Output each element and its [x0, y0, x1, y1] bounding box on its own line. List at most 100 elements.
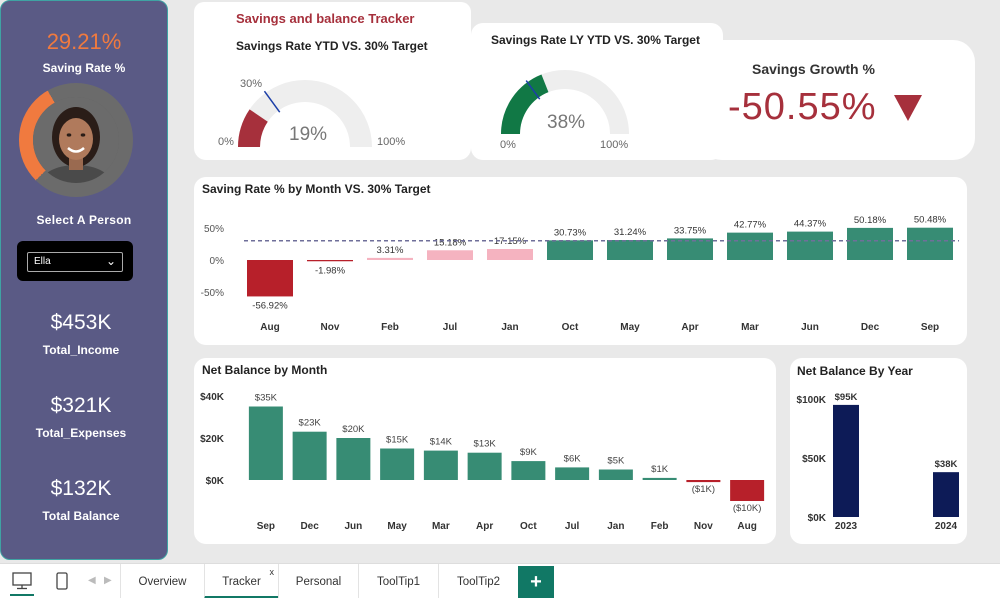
tab-tracker[interactable]: Tracker x	[204, 564, 278, 598]
bar-data-label: 33.75%	[674, 225, 707, 236]
x-tick-label: Jul	[565, 521, 580, 532]
bar-data-label: -1.98%	[315, 265, 346, 276]
net-balance-month-card	[194, 358, 776, 544]
net-balance-bar	[511, 461, 546, 480]
x-tick-label: 2024	[935, 521, 958, 532]
bar-data-label: $23K	[299, 418, 322, 429]
bar-data-label: 15.18%	[434, 237, 467, 248]
bar-data-label: 30.73%	[554, 227, 587, 238]
gauge-ytd	[238, 80, 372, 147]
tab-tooltip2-label: ToolTip2	[456, 576, 501, 588]
y-tick-label: $40K	[200, 392, 225, 403]
gauge-ytd-target-marker	[263, 90, 281, 113]
net-balance-bar	[248, 406, 283, 480]
page-title: Savings and balance Tracker	[236, 11, 415, 26]
bar-data-label: $13K	[474, 439, 497, 450]
person-dropdown[interactable]: Ella ⌄	[27, 252, 123, 272]
prev-page-icon[interactable]: ◀	[88, 575, 96, 586]
sidebar-panel: 29.21% Saving Rate % Select A Person Ell…	[0, 0, 168, 560]
down-triangle-icon	[894, 95, 922, 121]
gauge-ly-max-label: 100%	[600, 139, 629, 151]
bar-data-label: 44.37%	[794, 219, 827, 230]
y-tick-label: $0K	[206, 476, 225, 487]
bar-data-label: 42.77%	[734, 220, 767, 231]
x-tick-label: May	[620, 322, 640, 333]
year-balance-bar	[833, 404, 859, 517]
chevron-down-icon: ⌄	[105, 254, 116, 268]
bar-data-label: 3.31%	[377, 245, 404, 256]
tab-tooltip2[interactable]: ToolTip2	[438, 564, 518, 598]
x-tick-label: Apr	[476, 521, 493, 532]
saving-rate-bar	[307, 260, 353, 262]
saving-rate-bar	[667, 238, 713, 260]
total-balance-label: Total Balance	[42, 509, 120, 523]
close-tab-icon[interactable]: x	[269, 567, 275, 577]
net-balance-bar	[467, 452, 502, 480]
y-tick-label: 50%	[204, 224, 224, 235]
bar-data-label: $15K	[386, 435, 409, 446]
saving-rate-bar	[427, 250, 473, 260]
select-person-label: Select A Person	[36, 213, 132, 227]
x-tick-label: Aug	[737, 521, 756, 532]
y-tick-label: -50%	[201, 288, 224, 299]
saving-rate-bar	[547, 240, 593, 260]
y-tick-label: 0%	[210, 256, 225, 267]
tab-overview-label: Overview	[138, 576, 187, 588]
x-tick-label: Sep	[257, 521, 275, 532]
desktop-view-icon[interactable]	[12, 572, 32, 590]
bar-data-label: $1K	[651, 464, 669, 475]
x-tick-label: Jul	[443, 322, 458, 333]
y-tick-label: $100K	[797, 395, 827, 406]
growth-title: Savings Growth %	[752, 61, 875, 77]
saving-rate-bar	[907, 227, 953, 260]
saving-rate-bar	[247, 260, 293, 297]
gauge-ly-value: 38%	[547, 112, 586, 133]
net-balance-bar	[292, 431, 327, 480]
person-slicer: Ella ⌄	[17, 241, 133, 281]
bar-data-label: $95K	[835, 392, 858, 403]
x-tick-label: Aug	[260, 322, 279, 333]
net-balance-month-chart: $40K $20K $0K $35K Sep $23K Dec $20K Jun $15K May $…	[200, 392, 765, 532]
bar-data-label: $20K	[342, 424, 365, 435]
x-tick-label: Jan	[501, 322, 518, 333]
net-balance-year-title: Net Balance By Year	[797, 364, 913, 378]
gauge-ly-title: Savings Rate LY YTD VS. 30% Target	[491, 33, 700, 47]
tab-tooltip1[interactable]: ToolTip1	[358, 564, 438, 598]
bar-data-label: 50.48%	[914, 215, 947, 226]
x-tick-label: Oct	[562, 322, 579, 333]
x-tick-label: Mar	[741, 322, 759, 333]
x-tick-label: Oct	[520, 521, 537, 532]
net-balance-bar	[730, 480, 765, 501]
y-tick-label: $50K	[802, 454, 827, 465]
next-page-icon[interactable]: ▶	[104, 575, 112, 586]
net-balance-bar	[423, 450, 458, 480]
gauge-ytd-title: Savings Rate YTD VS. 30% Target	[236, 39, 428, 53]
total-income-value: $453K	[50, 311, 112, 334]
saving-rate-label: Saving Rate %	[42, 61, 126, 75]
bar-data-label: -56.92%	[252, 300, 288, 311]
net-balance-bar	[380, 448, 415, 480]
gauge-ly-fill	[501, 74, 549, 134]
net-balance-bar	[598, 469, 633, 480]
bar-data-label: 50.18%	[854, 215, 887, 226]
net-balance-bar	[336, 438, 371, 480]
saving-rate-bar	[367, 257, 413, 260]
saving-rate-value: 29.21%	[46, 29, 122, 54]
year-balance-bar	[933, 472, 959, 517]
title-tab	[194, 2, 471, 42]
bar-data-label: $35K	[255, 393, 278, 404]
tab-tracker-label: Tracker	[222, 576, 261, 588]
tab-personal[interactable]: Personal	[278, 564, 358, 598]
bar-data-label: $14K	[430, 437, 453, 448]
add-page-button[interactable]: +	[518, 566, 554, 598]
tab-overview[interactable]: Overview	[120, 564, 204, 598]
x-tick-label: Apr	[681, 322, 698, 333]
gauge-ly	[501, 70, 629, 134]
x-tick-label: Dec	[861, 322, 880, 333]
gauge-ly-target-marker	[525, 80, 541, 100]
mobile-view-icon[interactable]	[56, 572, 68, 590]
bar-data-label: $6K	[564, 453, 582, 464]
bar-data-label: ($10K)	[733, 503, 762, 514]
x-tick-label: Jun	[801, 322, 819, 333]
net-balance-bar	[555, 467, 590, 480]
